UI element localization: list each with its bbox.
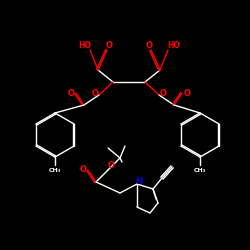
Text: O: O bbox=[108, 162, 114, 170]
Text: CH₃: CH₃ bbox=[194, 168, 206, 173]
Text: O: O bbox=[80, 166, 86, 174]
Text: O: O bbox=[146, 40, 152, 50]
Text: HO: HO bbox=[168, 40, 180, 50]
Text: O: O bbox=[184, 88, 190, 98]
Text: O: O bbox=[160, 90, 166, 98]
Text: O: O bbox=[106, 40, 112, 50]
Text: CH₃: CH₃ bbox=[49, 168, 61, 173]
Text: HO: HO bbox=[78, 40, 92, 50]
Text: O: O bbox=[92, 90, 98, 98]
Text: N: N bbox=[135, 178, 143, 186]
Text: O: O bbox=[68, 88, 74, 98]
